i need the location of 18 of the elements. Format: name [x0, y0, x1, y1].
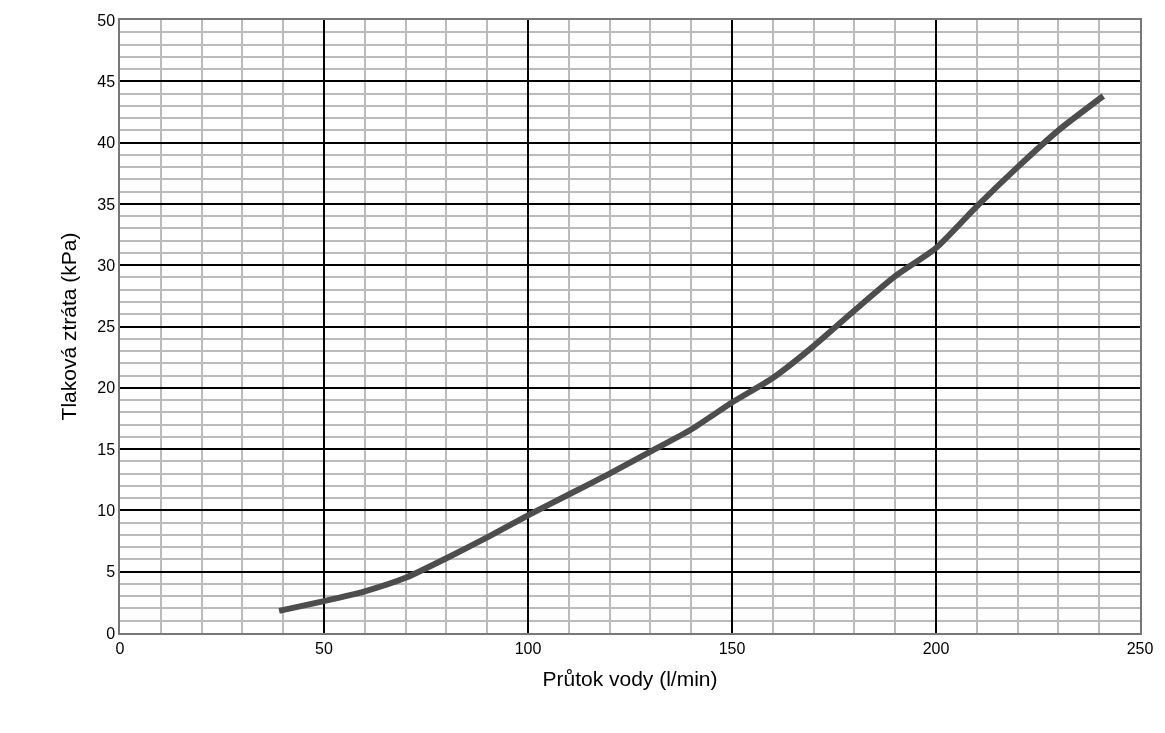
- x-axis-title: Průtok vody (l/min): [542, 666, 718, 690]
- x-tick-label: 200: [922, 639, 950, 657]
- x-tick-label: 100: [514, 639, 542, 657]
- y-tick-label: 30: [97, 256, 116, 274]
- y-tick-label: 20: [97, 379, 116, 397]
- y-tick-label: 0: [106, 624, 116, 642]
- x-tick-label: 150: [718, 639, 746, 657]
- y-tick-label: 15: [97, 440, 116, 458]
- y-tick-label: 5: [106, 563, 116, 581]
- y-tick-label: 40: [97, 134, 116, 152]
- y-tick-label: 25: [97, 318, 116, 336]
- y-tick-label: 45: [97, 72, 116, 90]
- x-tick-label: 50: [315, 639, 333, 657]
- y-tick-label: 10: [97, 502, 116, 519]
- y-axis-title: Tlaková ztráta (kPa): [56, 232, 80, 421]
- y-tick-label: 50: [97, 11, 116, 29]
- y-tick-label: 35: [97, 195, 116, 213]
- x-tick-label: 250: [1126, 639, 1154, 657]
